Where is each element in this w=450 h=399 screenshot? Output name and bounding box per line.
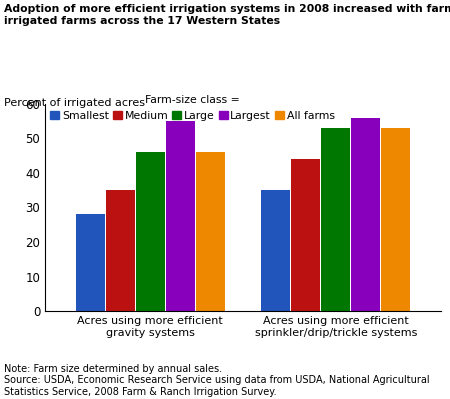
Bar (351, 118, 380, 311)
Bar (381, 128, 410, 311)
Legend: Smallest, Medium, Large, Largest, All farms: Smallest, Medium, Large, Largest, All fa… (50, 95, 335, 120)
Bar (291, 159, 320, 311)
Bar (106, 190, 135, 311)
Bar (261, 190, 290, 311)
Bar (321, 128, 350, 311)
Bar (166, 121, 195, 311)
Bar (76, 214, 105, 311)
Text: Percent of irrigated acres: Percent of irrigated acres (4, 98, 145, 108)
Bar (136, 152, 165, 311)
Text: Adoption of more efficient irrigation systems in 2008 increased with farm-size c: Adoption of more efficient irrigation sy… (4, 4, 450, 26)
Bar (196, 152, 225, 311)
Text: Note: Farm size determined by annual sales.
Source: USDA, Economic Research Serv: Note: Farm size determined by annual sal… (4, 364, 430, 397)
